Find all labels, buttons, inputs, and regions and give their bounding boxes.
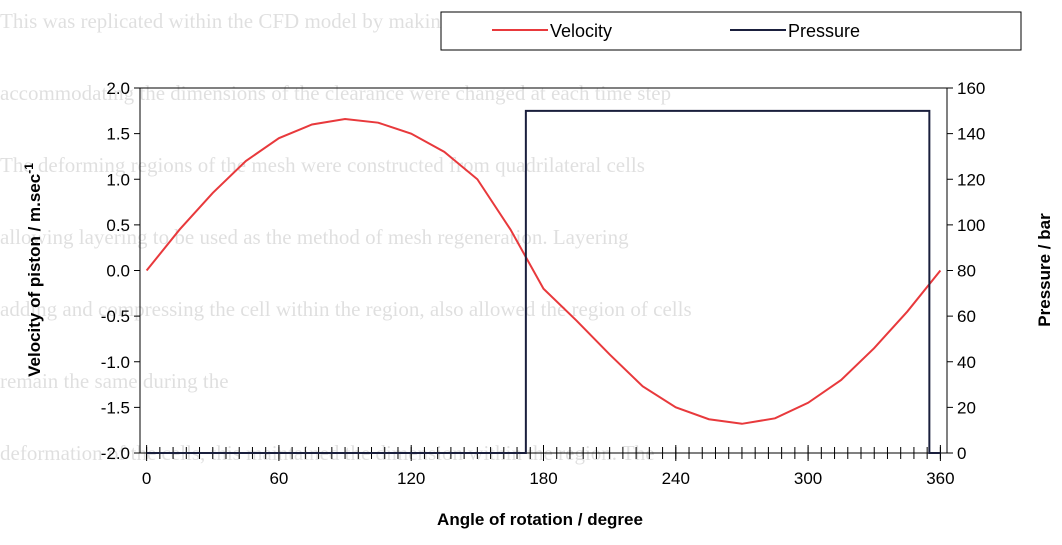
plot-area — [139, 87, 948, 454]
x-tick-label: 360 — [926, 469, 954, 488]
y2-tick-label: 160 — [957, 79, 985, 98]
x-tick-label: 180 — [529, 469, 557, 488]
x-tick-label: 240 — [662, 469, 690, 488]
background-line: The deforming regions of the mesh were c… — [0, 153, 645, 177]
y-tick-label: 0.5 — [106, 216, 130, 235]
y-tick-label: -1.5 — [101, 398, 130, 417]
y-tick-label: -2.0 — [101, 444, 130, 463]
y2-tick-label: 100 — [957, 216, 985, 235]
legend-label: Velocity — [550, 21, 612, 41]
background-line: remain the same during the — [0, 369, 229, 393]
background-line: allowing layering to be used as the meth… — [0, 225, 629, 249]
y2-tick-label: 60 — [957, 307, 976, 326]
y2-tick-label: 0 — [957, 444, 966, 463]
x-tick-label: 300 — [794, 469, 822, 488]
y2-tick-label: 80 — [957, 262, 976, 281]
x-tick-label: 120 — [397, 469, 425, 488]
background-line: accommodating the dimensions of the clea… — [0, 81, 671, 105]
y2-tick-label: 40 — [957, 353, 976, 372]
x-tick-label: 60 — [269, 469, 288, 488]
y-tick-label: 0.0 — [106, 262, 130, 281]
y-axis-label-sup: -1 — [22, 163, 36, 174]
x-tick-label: 0 — [142, 469, 151, 488]
y2-tick-label: 140 — [957, 125, 985, 144]
legend-label: Pressure — [788, 21, 860, 41]
series-line — [146, 109, 941, 454]
y-tick-label: -1.0 — [101, 353, 130, 372]
y2-tick-label: 120 — [957, 170, 985, 189]
y-tick-label: 1.0 — [106, 170, 130, 189]
y-tick-label: 2.0 — [106, 79, 130, 98]
y-axis-label: Velocity of piston / m.sec-1 — [22, 163, 44, 377]
y2-tick-label: 20 — [957, 398, 976, 417]
series-line — [145, 118, 942, 425]
background-text: This was replicated within the CFD model… — [0, 9, 693, 465]
y-tick-label: -0.5 — [101, 307, 130, 326]
y2-axis-label: Pressure / bar — [1035, 213, 1054, 327]
y-axis-label-text: Velocity of piston / m.sec — [25, 174, 44, 377]
y-tick-label: 1.5 — [106, 125, 130, 144]
x-axis-label: Angle of rotation / degree — [437, 510, 643, 529]
background-line: adding and compressing the cell within t… — [0, 297, 692, 321]
